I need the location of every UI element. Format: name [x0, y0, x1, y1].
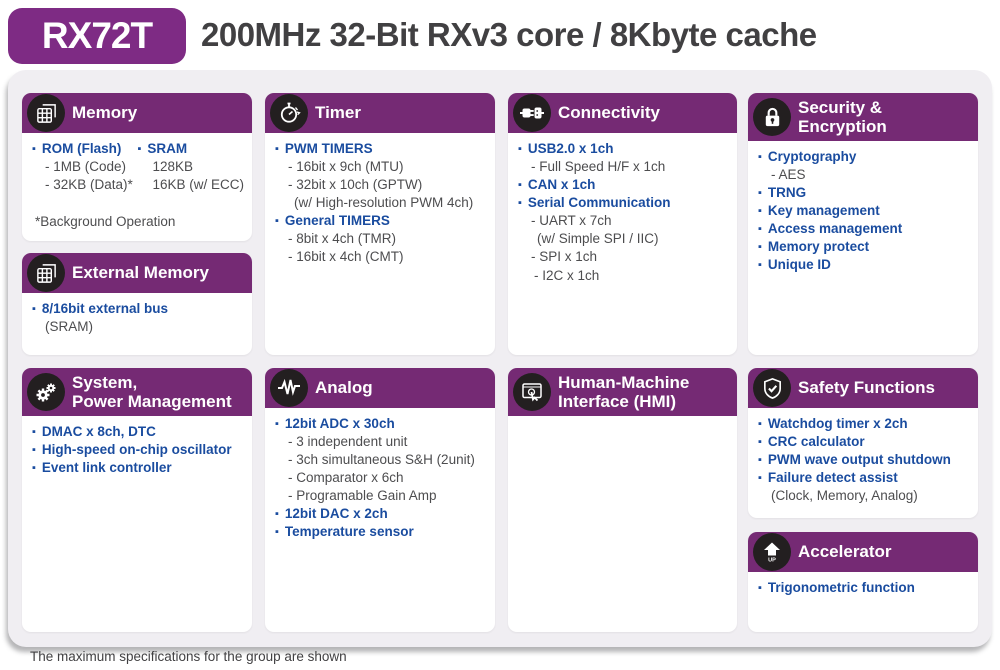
feature-item: Key management — [758, 202, 970, 220]
feature-sub-item: - Full Speed H/F x 1ch — [531, 159, 666, 175]
card-connectivity-header: Connectivity — [508, 93, 737, 133]
feature-item: Cryptography — [758, 148, 970, 166]
card-title: Human-Machine Interface (HMI) — [558, 372, 690, 411]
feature-item: TRNG — [758, 184, 970, 202]
plug-connector-icon — [513, 94, 551, 132]
memory-chip-icon — [27, 254, 65, 292]
memory-footnote: *Background Operation — [35, 214, 176, 230]
feature-sub-item: (SRAM) — [45, 319, 93, 335]
feature-sub-item: - SPI x 1ch — [531, 249, 598, 265]
footnote: The maximum specifications for the group… — [30, 649, 347, 664]
feature-sub-item: - UART x 7ch — [531, 213, 612, 229]
card-accelerator-header: UP Accelerator — [748, 532, 978, 572]
up-arrow-icon: UP — [753, 533, 791, 571]
feature-sub-item: - AES — [771, 167, 806, 183]
feature-item: CAN x 1ch — [518, 176, 729, 194]
product-badge: RX72T — [8, 8, 186, 64]
feature-sub-item: - 8bit x 4ch (TMR) — [288, 231, 397, 247]
feature-item: CRC calculator — [758, 433, 970, 451]
card-system-power: System, Power Management DMAC x 8ch, DTC… — [22, 368, 252, 632]
svg-text:UP: UP — [768, 558, 776, 564]
card-connectivity: Connectivity USB2.0 x 1ch - Full Speed H… — [508, 93, 737, 355]
page-title: 200MHz 32-Bit RXv3 core / 8Kbyte cache — [201, 16, 817, 53]
card-system-power-header: System, Power Management — [22, 368, 252, 416]
card-analog-header: Analog — [265, 368, 495, 408]
feature-item: Memory protect — [758, 238, 970, 256]
card-timer-header: Timer — [265, 93, 495, 133]
card-accelerator: UP Accelerator Trigonometric function — [748, 532, 978, 632]
card-safety: Safety Functions Watchdog timer x 2ch CR… — [748, 368, 978, 518]
feature-item: Watchdog timer x 2ch — [758, 415, 970, 433]
feature-item: Event link controller — [32, 459, 244, 477]
feature-sub-item: (w/ Simple SPI / IIC) — [537, 231, 659, 247]
feature-sub-item: 128KB — [152, 159, 194, 175]
card-title: Memory — [72, 103, 138, 123]
card-hmi-header: Human-Machine Interface (HMI) — [508, 368, 737, 416]
feature-sub-item: - 32KB (Data)* — [45, 177, 133, 193]
feature-item: 12bit DAC x 2ch — [275, 505, 487, 523]
feature-item: Failure detect assist — [758, 469, 970, 487]
waveform-icon — [270, 369, 308, 407]
card-hmi: Human-Machine Interface (HMI) — [508, 368, 737, 632]
feature-item: PWM TIMERS — [275, 140, 487, 158]
card-memory: Memory ROM (Flash) - 1MB (Code) - 32KB (… — [22, 93, 252, 241]
feature-sub-item: - 1MB (Code) — [45, 159, 127, 175]
feature-sub-item: 16KB (w/ ECC) — [152, 177, 244, 193]
feature-sub-item: - 3 independent unit — [288, 434, 408, 450]
feature-item: Temperature sensor — [275, 523, 487, 541]
gears-icon — [27, 373, 65, 411]
lock-icon — [753, 98, 791, 136]
card-title: Accelerator — [798, 542, 892, 562]
feature-sub-item: - 16bit x 4ch (CMT) — [288, 249, 404, 265]
card-external-memory-header: External Memory — [22, 253, 252, 293]
card-title: Connectivity — [558, 103, 661, 123]
feature-item: High-speed on-chip oscillator — [32, 441, 244, 459]
feature-sub-item: - I2C x 1ch — [534, 267, 600, 283]
feature-sub-item: - Programable Gain Amp — [288, 488, 437, 504]
feature-item: 12bit ADC x 30ch — [275, 415, 487, 433]
shield-check-icon — [753, 369, 791, 407]
card-timer: Timer PWM TIMERS - 16bit x 9ch (MTU) - 3… — [265, 93, 495, 355]
card-title: Security & Encryption — [798, 97, 887, 136]
feature-item: General TIMERS — [275, 212, 487, 230]
card-title: External Memory — [72, 263, 209, 283]
feature-sub-item: - 32bit x 10ch (GPTW) — [288, 177, 423, 193]
card-security-header: Security & Encryption — [748, 93, 978, 141]
feature-item: Unique ID — [758, 256, 970, 274]
card-title: Analog — [315, 378, 373, 398]
card-title: Timer — [315, 103, 361, 123]
feature-panel: Memory ROM (Flash) - 1MB (Code) - 32KB (… — [8, 70, 992, 647]
card-security: Security & Encryption Cryptography - AES… — [748, 93, 978, 355]
feature-item: USB2.0 x 1ch — [518, 140, 729, 158]
feature-sub-item: - Comparator x 6ch — [288, 470, 404, 486]
feature-sub-item: (w/ High-resolution PWM 4ch) — [294, 195, 474, 211]
feature-sub-item: - 16bit x 9ch (MTU) — [288, 159, 404, 175]
card-analog: Analog 12bit ADC x 30ch - 3 independent … — [265, 368, 495, 632]
card-external-memory: External Memory 8/16bit external bus (SR… — [22, 253, 252, 355]
feature-item: DMAC x 8ch, DTC — [32, 423, 244, 441]
feature-item: Trigonometric function — [758, 579, 970, 597]
feature-item: ROM (Flash) — [32, 140, 137, 158]
card-memory-header: Memory — [22, 93, 252, 133]
card-title: System, Power Management — [72, 372, 232, 411]
feature-item: SRAM — [137, 140, 244, 158]
feature-item: Serial Communication — [518, 194, 729, 212]
feature-sub-item: - 3ch simultaneous S&H (2unit) — [288, 452, 475, 468]
stopwatch-icon — [270, 94, 308, 132]
memory-chip-icon — [27, 94, 65, 132]
feature-sub-item: (Clock, Memory, Analog) — [771, 488, 918, 504]
feature-item: Access management — [758, 220, 970, 238]
touch-screen-icon — [513, 373, 551, 411]
feature-item: 8/16bit external bus — [32, 300, 244, 318]
feature-item: PWM wave output shutdown — [758, 451, 970, 469]
card-title: Safety Functions — [798, 378, 935, 398]
card-safety-header: Safety Functions — [748, 368, 978, 408]
